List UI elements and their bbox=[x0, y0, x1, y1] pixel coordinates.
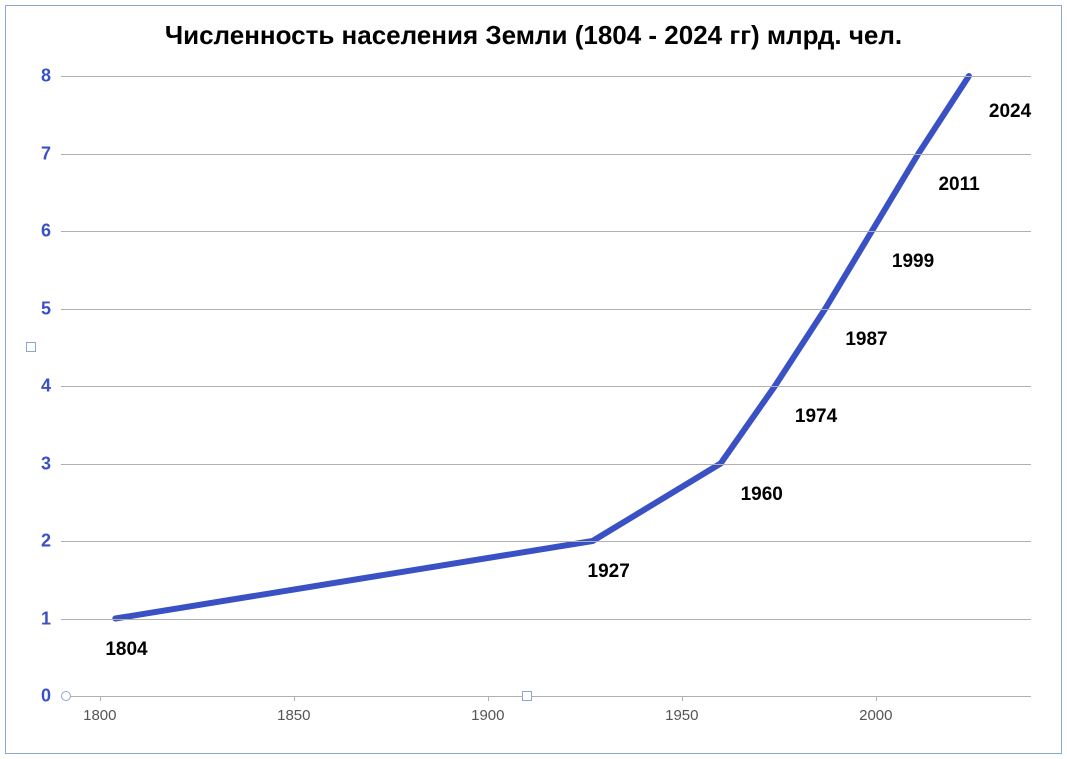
selection-handle-icon bbox=[61, 691, 71, 701]
y-tick-label: 7 bbox=[21, 143, 51, 164]
data-point-label: 1960 bbox=[741, 484, 783, 506]
grid-line bbox=[61, 464, 1031, 465]
x-tick bbox=[100, 696, 101, 701]
x-tick bbox=[294, 696, 295, 701]
x-tick-label: 1900 bbox=[471, 707, 504, 724]
y-tick-label: 3 bbox=[21, 453, 51, 474]
x-tick bbox=[488, 696, 489, 701]
y-tick-label: 2 bbox=[21, 531, 51, 552]
grid-line bbox=[61, 231, 1031, 232]
grid-line bbox=[61, 386, 1031, 387]
x-tick-label: 1950 bbox=[665, 707, 698, 724]
x-tick-label: 2000 bbox=[859, 707, 892, 724]
data-point-label: 1927 bbox=[588, 561, 630, 583]
grid-line bbox=[61, 696, 1031, 697]
x-tick bbox=[682, 696, 683, 701]
data-point-label: 1999 bbox=[892, 251, 934, 273]
grid-line bbox=[61, 619, 1031, 620]
selection-handle-icon bbox=[26, 342, 36, 352]
y-tick-label: 1 bbox=[21, 608, 51, 629]
y-tick-label: 8 bbox=[21, 66, 51, 87]
grid-line bbox=[61, 154, 1031, 155]
y-tick-label: 5 bbox=[21, 298, 51, 319]
x-tick-label: 1850 bbox=[277, 707, 310, 724]
plot-area: 0123456781800185019001950200018041927196… bbox=[61, 76, 1031, 696]
data-point-label: 1974 bbox=[795, 406, 837, 428]
grid-line bbox=[61, 76, 1031, 77]
y-tick-label: 0 bbox=[21, 686, 51, 707]
data-point-label: 2024 bbox=[989, 101, 1031, 123]
grid-line bbox=[61, 541, 1031, 542]
grid-line bbox=[61, 309, 1031, 310]
chart-container: Численность населения Земли (1804 - 2024… bbox=[5, 5, 1062, 754]
x-tick bbox=[876, 696, 877, 701]
chart-title: Численность населения Земли (1804 - 2024… bbox=[6, 20, 1061, 51]
data-point-label: 2011 bbox=[938, 174, 979, 196]
y-tick-label: 6 bbox=[21, 221, 51, 242]
data-point-label: 1987 bbox=[845, 329, 887, 351]
y-tick-label: 4 bbox=[21, 376, 51, 397]
data-point-label: 1804 bbox=[105, 639, 147, 661]
x-tick-label: 1800 bbox=[83, 707, 116, 724]
selection-handle-icon bbox=[522, 691, 532, 701]
